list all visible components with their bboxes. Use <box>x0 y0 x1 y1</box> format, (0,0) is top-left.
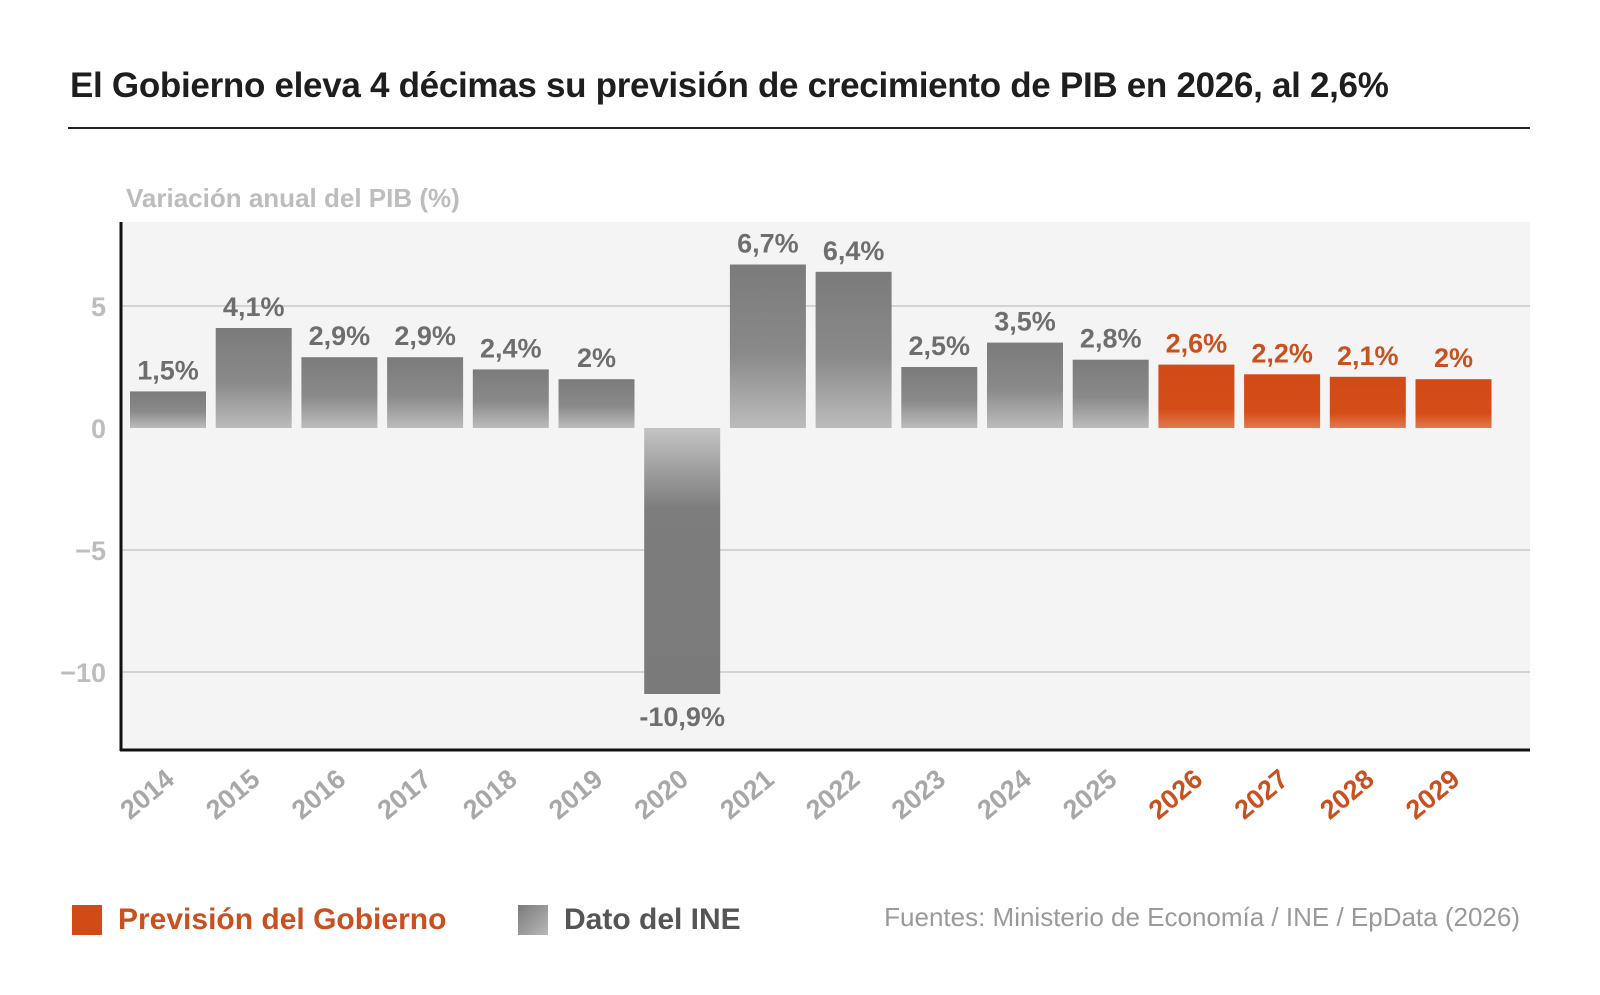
bar-2023 <box>901 367 978 428</box>
x-tick-label: 2019 <box>543 764 608 826</box>
x-tick-label: 2015 <box>200 764 265 826</box>
chart-title: El Gobierno eleva 4 décimas su previsión… <box>70 66 1389 105</box>
x-tick-label: 2025 <box>1057 764 1122 826</box>
y-tick-label: 5 <box>91 292 106 322</box>
source-note: Fuentes: Ministerio de Economía / INE / … <box>884 902 1520 932</box>
bar-2018 <box>472 369 549 428</box>
legend-label-forecast: Previsión del Gobierno <box>118 903 447 936</box>
bar-2027 <box>1244 374 1321 428</box>
bar-2024 <box>987 342 1063 428</box>
bar-2025 <box>1072 359 1149 428</box>
x-tick-label: 2014 <box>115 764 180 826</box>
x-tick-label: 2024 <box>972 764 1037 826</box>
bar-2016 <box>301 357 378 428</box>
bars <box>130 264 1492 694</box>
x-tick-label: 2020 <box>629 764 694 826</box>
value-label: 6,7% <box>737 229 799 259</box>
legend-item-ine: Dato del INE <box>518 900 741 940</box>
x-tick-label: 2026 <box>1143 764 1208 826</box>
x-tick-label: 2023 <box>886 764 951 826</box>
bar-2015 <box>215 328 292 428</box>
bar-2021 <box>729 264 806 428</box>
x-tick-label: 2021 <box>714 764 779 826</box>
y-tick-label: −5 <box>75 536 106 566</box>
bar-2029 <box>1415 379 1492 428</box>
y-axis-title: Variación anual del PIB (%) <box>126 183 460 213</box>
value-label: 1,5% <box>137 355 199 385</box>
value-label: 3,5% <box>994 307 1056 337</box>
x-tick-label: 2017 <box>372 764 437 826</box>
bar-2019 <box>558 379 635 428</box>
legend-swatch-ine <box>518 905 548 935</box>
bar-2022 <box>815 271 892 428</box>
value-label: 2,9% <box>309 321 371 351</box>
x-tick-label: 2018 <box>457 764 522 826</box>
x-tick-label: 2027 <box>1229 764 1294 826</box>
x-tick-label: 2016 <box>286 764 351 826</box>
legend-swatch-forecast <box>72 905 102 935</box>
y-tick-label: 0 <box>91 414 106 444</box>
value-label: 2% <box>577 343 616 373</box>
bar-2028 <box>1329 376 1406 428</box>
x-tick-label: 2022 <box>800 764 865 826</box>
value-label: 2,2% <box>1251 338 1313 368</box>
value-label: 2,8% <box>1080 324 1142 354</box>
value-label: 2,6% <box>1166 329 1228 359</box>
value-label: 6,4% <box>823 236 885 266</box>
value-label: 2,1% <box>1337 341 1399 371</box>
value-label: 2% <box>1434 343 1473 373</box>
x-tick-labels: 2014 2015 2016 2017 2018 2019 2020 2021 2022 2023… <box>115 764 1466 826</box>
x-tick-label: 2028 <box>1314 764 1379 826</box>
y-tick-label: −10 <box>60 658 106 688</box>
value-labels: 1,5% 4,1% 2,9% 2,9% 2,4% 2% -10,9% 6,7% 6,4% 2,5%… <box>137 229 1473 733</box>
title-divider <box>68 127 1530 129</box>
value-label: -10,9% <box>639 702 725 732</box>
y-tick-labels: 5 0 −5 −10 <box>60 292 106 688</box>
bar-2026 <box>1158 364 1235 428</box>
value-label: 2,4% <box>480 333 542 363</box>
legend-label-ine: Dato del INE <box>564 903 741 936</box>
axes <box>119 222 1530 752</box>
bar-2017 <box>387 357 464 428</box>
value-label: 2,9% <box>394 321 456 351</box>
bar-2020 <box>644 428 721 694</box>
bar-2014 <box>130 391 206 428</box>
x-tick-label: 2029 <box>1400 764 1465 826</box>
legend-item-forecast: Previsión del Gobierno <box>72 900 446 940</box>
value-label: 4,1% <box>223 292 285 322</box>
value-label: 2,5% <box>909 331 971 361</box>
